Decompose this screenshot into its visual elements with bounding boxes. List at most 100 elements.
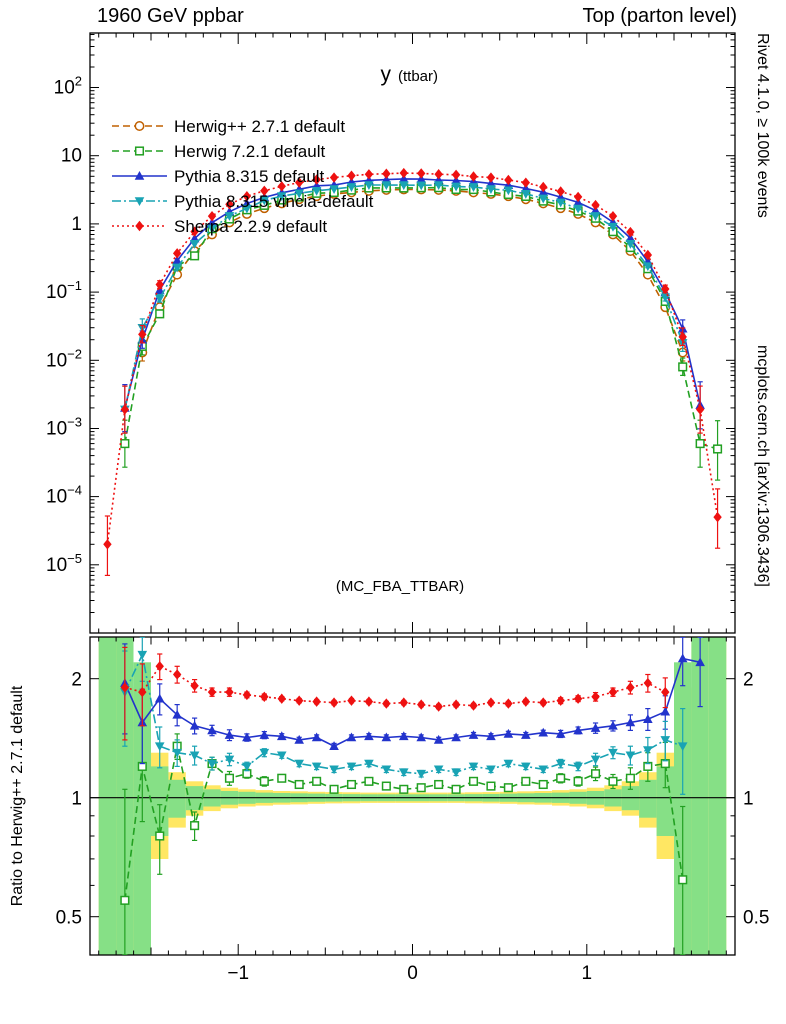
data-point-marker xyxy=(398,768,409,778)
data-point-marker xyxy=(329,741,339,750)
data-point-marker xyxy=(678,362,688,372)
data-point-marker xyxy=(329,185,339,195)
data-point-marker xyxy=(382,168,391,179)
data-point-marker xyxy=(399,167,408,179)
data-point-marker xyxy=(713,511,722,523)
data-point-marker xyxy=(521,776,531,786)
main-ytick-label: 10−2 xyxy=(46,346,82,371)
data-point-marker xyxy=(555,728,566,738)
data-point-marker xyxy=(556,186,565,197)
legend-label-herwig721: Herwig 7.2.1 default xyxy=(174,142,325,161)
data-point-marker xyxy=(364,181,374,191)
data-point-marker xyxy=(504,174,513,186)
data-point-marker xyxy=(590,769,601,779)
data-point-marker xyxy=(382,698,391,709)
series-sherpa-ratio xyxy=(120,646,670,741)
xtick-label: −1 xyxy=(227,963,249,984)
data-point-marker xyxy=(135,220,144,232)
data-point-marker xyxy=(469,700,478,711)
data-point-marker xyxy=(433,765,444,775)
data-point-marker xyxy=(381,765,392,775)
series-pythia-default-ratio xyxy=(120,637,705,765)
data-point-marker xyxy=(608,776,618,786)
data-point-marker xyxy=(661,686,670,698)
data-point-marker xyxy=(695,439,705,449)
data-point-marker xyxy=(434,779,444,790)
data-point-marker xyxy=(207,217,217,227)
data-point-marker xyxy=(486,697,496,708)
data-point-marker xyxy=(398,181,409,191)
data-point-marker xyxy=(242,762,252,772)
data-point-marker xyxy=(225,199,234,210)
data-point-marker xyxy=(486,781,496,791)
data-point-marker xyxy=(469,171,478,182)
axes: 102 10 1 10−1 10−2 10−3 10−4 10−5 0.5 0.5 1 1 2 2 −1 0 1 xyxy=(46,32,769,984)
data-point-marker xyxy=(713,444,723,454)
data-point-marker xyxy=(260,691,269,702)
legend: Herwig++ 2.7.1 default Herwig 7.2.1 defau… xyxy=(112,117,374,236)
legend-entry-sherpa: Sherpa 2.2.9 default xyxy=(112,217,327,236)
data-point-marker xyxy=(573,191,583,203)
band-green xyxy=(98,637,117,955)
data-point-marker xyxy=(190,680,199,691)
data-point-marker xyxy=(433,734,444,744)
data-point-marker xyxy=(451,768,461,778)
data-point-marker xyxy=(451,784,461,794)
legend-entry-pythia-vincia: Pythia 8.315 vincia-default xyxy=(112,192,374,211)
data-point-marker xyxy=(138,686,147,698)
data-point-marker xyxy=(625,240,636,249)
data-point-marker xyxy=(329,697,339,708)
ratio-ytick-label-right: 1 xyxy=(743,789,754,810)
data-point-marker xyxy=(678,875,688,885)
data-point-marker xyxy=(521,177,531,188)
data-point-marker xyxy=(677,653,688,663)
data-point-marker xyxy=(451,699,461,710)
header-beam-label: 1960 GeV ppbar xyxy=(97,5,244,27)
data-point-marker xyxy=(468,762,479,772)
main-ytick-label: 1 xyxy=(71,214,82,235)
data-point-marker xyxy=(329,784,339,794)
data-point-marker xyxy=(643,262,653,272)
data-point-marker xyxy=(451,169,461,181)
data-point-marker xyxy=(259,748,270,758)
data-point-marker xyxy=(311,186,322,196)
data-point-marker xyxy=(189,751,200,761)
data-point-marker xyxy=(172,255,182,265)
data-point-marker xyxy=(103,539,112,550)
data-point-marker xyxy=(468,730,479,739)
ratio-ytick-label-right: 0.5 xyxy=(743,908,769,929)
data-point-marker xyxy=(311,762,322,772)
data-point-marker xyxy=(591,691,600,702)
series-pythia-default-line xyxy=(124,178,701,409)
data-point-marker xyxy=(521,696,531,707)
data-point-marker xyxy=(556,695,565,706)
main-ytick-label: 10 xyxy=(61,146,82,167)
data-point-marker xyxy=(451,182,461,192)
series-sherpa-line xyxy=(106,172,719,545)
data-point-marker xyxy=(172,748,182,758)
data-point-marker xyxy=(503,186,514,196)
legend-label-pythia-default: Pythia 8.315 default xyxy=(174,167,325,186)
data-point-marker xyxy=(294,695,304,706)
main-ytick-label: 102 xyxy=(54,74,82,99)
data-point-marker xyxy=(625,717,636,727)
ratio-ytick-label: 1 xyxy=(71,789,82,810)
legend-label-sherpa: Sherpa 2.2.9 default xyxy=(174,217,327,236)
data-point-marker xyxy=(207,725,217,735)
data-point-marker xyxy=(626,682,635,693)
data-point-marker xyxy=(591,199,600,211)
data-point-marker xyxy=(120,404,130,415)
data-point-marker xyxy=(416,181,427,191)
data-point-marker xyxy=(364,169,374,180)
legend-label-herwigpp: Herwig++ 2.7.1 default xyxy=(174,117,345,136)
data-point-marker xyxy=(381,781,391,791)
data-point-marker xyxy=(643,249,653,261)
series-herwigpp-main xyxy=(137,184,688,362)
data-point-marker xyxy=(277,693,286,704)
data-point-marker xyxy=(138,329,147,340)
data-point-marker xyxy=(347,695,356,706)
data-point-marker xyxy=(486,172,496,183)
data-point-marker xyxy=(155,831,165,841)
data-point-marker xyxy=(242,204,252,214)
